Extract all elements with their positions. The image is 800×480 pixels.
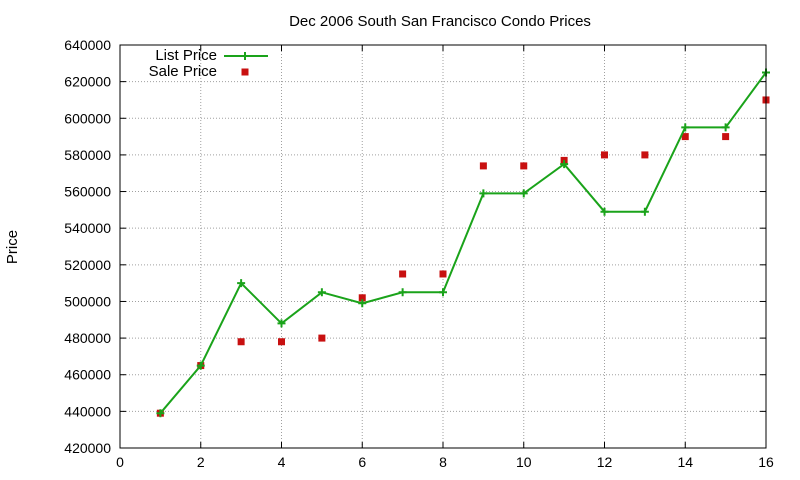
sale-price-point bbox=[479, 162, 487, 170]
x-tick-label: 6 bbox=[358, 454, 366, 470]
x-tick-label: 4 bbox=[278, 454, 286, 470]
y-tick-label: 560000 bbox=[64, 184, 111, 200]
sale-price-point bbox=[439, 270, 447, 278]
list-price-point bbox=[156, 409, 165, 418]
sale-price-point bbox=[722, 133, 730, 141]
y-tick-label: 640000 bbox=[64, 37, 111, 53]
sale-price-point bbox=[318, 334, 326, 342]
list-price-point bbox=[439, 288, 447, 297]
plot-frame bbox=[119, 44, 767, 449]
sale-price-point bbox=[520, 162, 528, 170]
y-tick-label: 420000 bbox=[64, 440, 111, 456]
legend-label-sale-price: Sale Price bbox=[149, 63, 217, 80]
legend-marker-sale-price bbox=[241, 68, 249, 76]
list-price-point bbox=[398, 288, 407, 297]
sale-price-point bbox=[358, 294, 366, 302]
y-tick-label: 500000 bbox=[64, 293, 111, 309]
x-tick-label: 10 bbox=[516, 454, 532, 470]
series bbox=[156, 68, 770, 418]
y-tick-label: 580000 bbox=[64, 147, 111, 163]
sale-price-point bbox=[641, 151, 649, 159]
list-price-point bbox=[317, 288, 326, 297]
legend-marker-list-price bbox=[241, 52, 249, 60]
y-tick-label: 440000 bbox=[64, 403, 111, 419]
list-price-point bbox=[600, 207, 609, 216]
sale-price-point bbox=[601, 151, 608, 159]
sale-price-point bbox=[278, 338, 285, 346]
x-tick-label: 12 bbox=[597, 454, 613, 470]
y-tick-label: 460000 bbox=[64, 367, 111, 383]
y-tick-label: 480000 bbox=[64, 330, 111, 346]
tick-labels: 0 2 4 6 8 10 12 14 16 420000 440000 460000 480000 500… bbox=[64, 37, 774, 470]
sale-price-point bbox=[681, 133, 689, 141]
list-price-point bbox=[560, 160, 569, 169]
list-price-point bbox=[681, 123, 690, 132]
legend-label-list-price: List Price bbox=[155, 47, 217, 64]
list-price-point bbox=[237, 279, 246, 288]
y-tick-label: 600000 bbox=[64, 110, 111, 126]
x-tick-label: 16 bbox=[758, 454, 774, 470]
list-price-point bbox=[519, 189, 528, 198]
chart-title: Dec 2006 South San Francisco Condo Price… bbox=[289, 13, 591, 30]
list-price-point bbox=[721, 123, 730, 132]
legend: List Price Sale Price bbox=[149, 47, 268, 80]
sale-price-point bbox=[399, 270, 407, 278]
list-price-line bbox=[159, 71, 767, 414]
y-tick-label: 540000 bbox=[64, 220, 111, 236]
list-price-point bbox=[640, 207, 649, 216]
x-tick-label: 0 bbox=[116, 454, 124, 470]
y-axis-label: Price bbox=[4, 230, 21, 264]
x-tick-label: 2 bbox=[197, 454, 205, 470]
x-tick-label: 14 bbox=[677, 454, 693, 470]
x-tick-label: 8 bbox=[439, 454, 447, 470]
sale-price-point bbox=[237, 338, 245, 346]
y-tick-label: 620000 bbox=[64, 74, 111, 90]
y-tick-label: 520000 bbox=[64, 257, 111, 273]
list-price-point bbox=[358, 299, 367, 308]
list-price-point bbox=[277, 319, 286, 328]
list-price-point bbox=[479, 189, 488, 198]
grid bbox=[119, 44, 767, 449]
list-price-point bbox=[196, 361, 205, 370]
